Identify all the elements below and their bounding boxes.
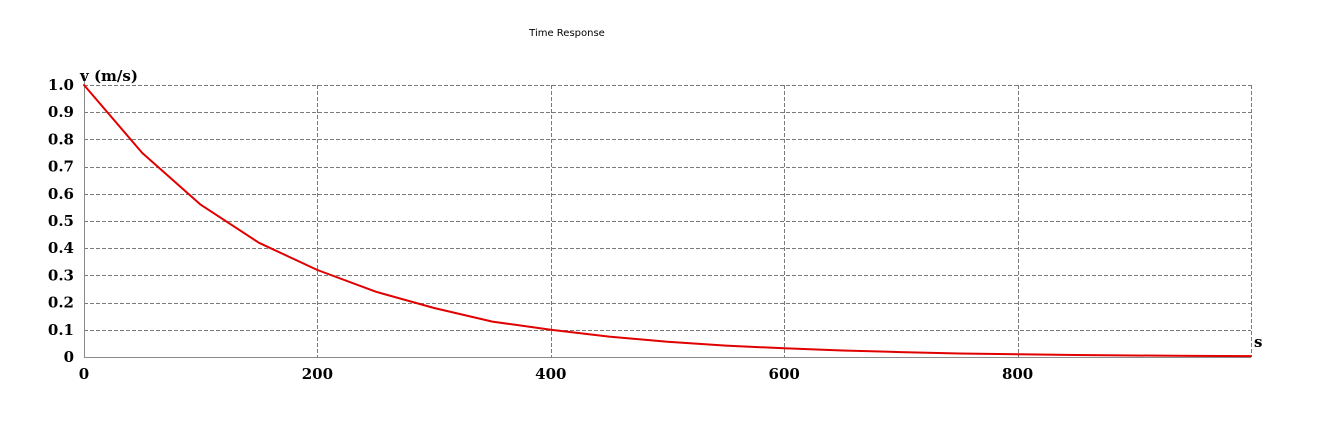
series bbox=[83, 84, 1252, 358]
x-axis-label: s bbox=[1254, 333, 1262, 351]
y-tick-label: 1.0 bbox=[48, 76, 74, 94]
y-tick-label: 0 bbox=[64, 348, 74, 366]
y-tick-labels: 0 0.1 0.2 0.3 0.4 0.5 0.6 0.7 0.8 0.9 1.0 bbox=[48, 76, 74, 366]
x-tick-label: 0 bbox=[79, 365, 89, 383]
x-tick-label: 600 bbox=[769, 365, 800, 383]
axes bbox=[84, 75, 1251, 358]
y-axis-label: v (m/s) bbox=[79, 67, 138, 85]
y-tick-label: 0.8 bbox=[48, 130, 74, 148]
x-tick-label: 200 bbox=[302, 365, 333, 383]
y-tick-label: 0.9 bbox=[48, 103, 74, 121]
y-tick-label: 0.4 bbox=[48, 239, 74, 257]
x-tick-label: 800 bbox=[1002, 365, 1033, 383]
series-line bbox=[83, 84, 1252, 358]
x-tick-labels: 0 200 400 600 800 bbox=[79, 365, 1033, 383]
y-tick-label: 0.6 bbox=[48, 185, 74, 203]
y-tick-label: 0.7 bbox=[48, 158, 74, 176]
y-tick-label: 0.3 bbox=[48, 266, 74, 284]
grid bbox=[84, 85, 1252, 357]
x-tick-label: 400 bbox=[535, 365, 566, 383]
y-tick-label: 0.1 bbox=[48, 321, 74, 339]
y-tick-label: 0.2 bbox=[48, 294, 74, 312]
chart-title: Time Response bbox=[528, 28, 605, 39]
y-tick-label: 0.5 bbox=[48, 212, 74, 230]
